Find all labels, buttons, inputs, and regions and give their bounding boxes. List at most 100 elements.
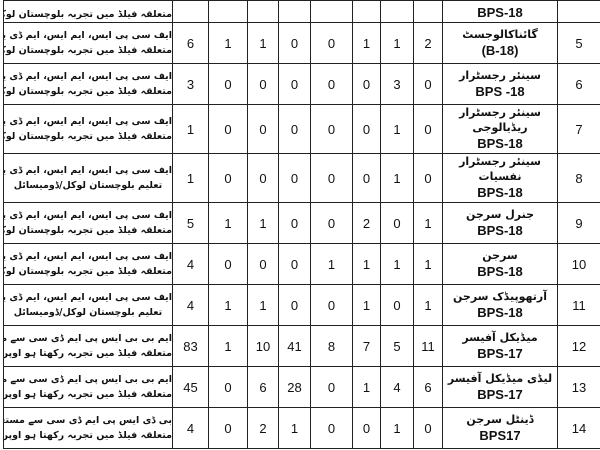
qualification-cell: ایف سی پی ایس، ایم ایس، ایم ڈی یا مساوی … (3, 243, 173, 285)
table-row: ایف سی پی ایس، ایم ایس، ایم ڈی یا مساوی … (3, 104, 600, 154)
qualification-cell: ایف سی پی ایس، ایم ایس، ایم ڈی یا مساوی … (3, 22, 173, 64)
quota-count: 4 (380, 366, 414, 408)
qualification-cell: بی ڈی ایس پی ایم ڈی سی سے مستقل رجسٹرڈ ش… (3, 407, 173, 449)
qualification-line: متعلقہ فیلڈ میں تجربہ بلوچستان لوکل/ڈومی… (5, 9, 172, 20)
quota-count: 0 (247, 104, 279, 154)
quota-count: 1 (413, 243, 443, 285)
quota-count: 0 (413, 407, 443, 449)
post-cell: میڈیکل آفیسر BPS-17 (442, 325, 558, 367)
qualification-line: ایم بی بی ایس پی ایم ڈی سی سے مستقل رجسٹ… (5, 374, 172, 385)
quota-count: 0 (352, 153, 381, 203)
quota-count: 0 (310, 63, 353, 105)
quota-count: 0 (352, 407, 381, 449)
post-bps: BPS-17 (477, 386, 523, 402)
qualification-line: متعلقہ فیلڈ میں تجربہ رکھتا ہو اوپن میرٹ… (5, 389, 172, 400)
table-row: ایم بی بی ایس پی ایم ڈی سی سے مستقل رجسٹ… (3, 325, 600, 367)
qualification-line: متعلقہ فیلڈ میں تجربہ بلوچستان لوکل/ڈومی… (5, 225, 172, 236)
quota-count: 3 (380, 63, 414, 105)
quota-count: 8 (310, 325, 353, 367)
quota-count: 6 (247, 366, 279, 408)
quota-count: 1 (247, 284, 279, 326)
qualification-cell: ایف سی پی ایس، ایم ایس، ایم ڈی یا مساوی ت… (3, 284, 173, 326)
serial-number: 6 (557, 63, 600, 105)
quota-count: 0 (310, 284, 353, 326)
table-row: ایف سی پی ایس، ایم ایس، ایم ڈی یا مساوی … (3, 63, 600, 105)
table-row: ایف سی پی ایس، ایم ایس، ایم ڈی یا مساوی ت… (3, 284, 600, 326)
qualification-line: متعلقہ فیلڈ میں تجربہ بلوچستان لوکل/ڈومی… (5, 131, 172, 142)
qualification-cell: ایف سی پی ایس، ایم ایس، ایم ڈی یا مساوی … (3, 63, 173, 105)
post-name: ڈینٹل سرجن (466, 412, 534, 426)
serial-number: 10 (557, 243, 600, 285)
serial-number: 14 (557, 407, 600, 449)
quota-count: 6 (413, 366, 443, 408)
quota-count: 1 (278, 407, 311, 449)
quota-count: 0 (278, 153, 311, 203)
post-bps: BPS17 (479, 427, 521, 443)
qualification-line: ایم بی بی ایس پی ایم ڈی سی سے مستقل رجسٹ… (5, 333, 172, 344)
total-posts: 4 (172, 243, 209, 285)
quota-count: 28 (278, 366, 311, 408)
post-cell: لیڈی میڈیکل آفیسر BPS-17 (442, 366, 558, 408)
quota-count: 0 (208, 104, 248, 154)
quota-count: 0 (310, 366, 353, 408)
total-posts: 1 (172, 153, 209, 203)
quota-count: 1 (413, 202, 443, 244)
total-posts: 1 (172, 104, 209, 154)
quota-count: 0 (278, 202, 311, 244)
quota-count: 10 (247, 325, 279, 367)
qualification-line: متعلقہ فیلڈ میں تجربہ بلوچستان لوکل/ڈومی… (5, 266, 172, 277)
quota-count: 1 (208, 202, 248, 244)
quota-count: 1 (352, 22, 381, 64)
post-bps: BPS-18 (477, 136, 523, 151)
post-bps: (B-18) (481, 42, 519, 58)
post-bps: BPS-18 (442, 0, 558, 23)
post-name: سرجن (482, 248, 518, 262)
total-posts: 6 (172, 22, 209, 64)
qualification-cell: ایف سی پی ایس، ایم ایس، ایم ڈی یا مساوی … (3, 104, 173, 154)
quota-count: 2 (352, 202, 381, 244)
qualification-cell: متعلقہ فیلڈ میں تجربہ بلوچستان لوکل/ڈومی… (3, 0, 173, 23)
table-row: ایف سی پی ایس، ایم ایس، ایم ڈی یا مساوی ت… (3, 153, 600, 203)
quota-count: 0 (278, 22, 311, 64)
quota-count: 2 (247, 407, 279, 449)
qualification-line: ایف سی پی ایس، ایم ایس، ایم ڈی یا مساوی … (5, 116, 172, 127)
post-name: گائناکالوجسٹ (462, 27, 538, 41)
quota-count: 0 (278, 63, 311, 105)
quota-count: 5 (380, 325, 414, 367)
qualification-line: متعلقہ فیلڈ میں تجربہ بلوچستان لوکل/ڈومی… (5, 86, 172, 97)
quota-count: 7 (352, 325, 381, 367)
quota-count: 0 (247, 153, 279, 203)
serial-number: 13 (557, 366, 600, 408)
qualification-line: ایف سی پی ایس، ایم ایس، ایم ڈی یا مساوی … (5, 30, 172, 41)
quota-count: 1 (247, 22, 279, 64)
post-cell: سینئر رجسٹرار ریڈیالوجی BPS-18 (442, 104, 558, 154)
post-bps: BPS -18 (475, 83, 525, 99)
total-posts: 4 (172, 407, 209, 449)
table-row-partial: متعلقہ فیلڈ میں تجربہ بلوچستان لوکل/ڈومی… (3, 0, 600, 23)
vacancy-table: متعلقہ فیلڈ میں تجربہ بلوچستان لوکل/ڈومی… (3, 0, 600, 449)
table-row: ایم بی بی ایس پی ایم ڈی سی سے مستقل رجسٹ… (3, 366, 600, 408)
quota-count: 1 (310, 243, 353, 285)
post-cell: سینئر رجسٹرار نفسیات BPS-18 (442, 153, 558, 203)
post-name: میڈیکل آفیسر (462, 330, 538, 344)
total-posts: 83 (172, 325, 209, 367)
serial-number: 11 (557, 284, 600, 326)
post-name: آرتھوپیڈک سرجن (453, 289, 547, 303)
quota-count: 0 (310, 202, 353, 244)
table-row: بی ڈی ایس پی ایم ڈی سی سے مستقل رجسٹرڈ ش… (3, 407, 600, 449)
quota-count: 0 (352, 63, 381, 105)
quota-count: 0 (208, 243, 248, 285)
serial-number: 12 (557, 325, 600, 367)
qualification-cell: ایم بی بی ایس پی ایم ڈی سی سے مستقل رجسٹ… (3, 366, 173, 408)
serial-number: 7 (557, 104, 600, 154)
total-posts: 5 (172, 202, 209, 244)
quota-count: 0 (310, 153, 353, 203)
quota-count: 1 (352, 284, 381, 326)
quota-count: 0 (208, 407, 248, 449)
quota-count: 11 (413, 325, 443, 367)
serial-number: 8 (557, 153, 600, 203)
quota-count: 0 (208, 153, 248, 203)
post-cell: آرتھوپیڈک سرجن BPS-18 (442, 284, 558, 326)
post-name: سینئر رجسٹرار ریڈیالوجی (459, 106, 541, 134)
quota-count: 0 (413, 104, 443, 154)
